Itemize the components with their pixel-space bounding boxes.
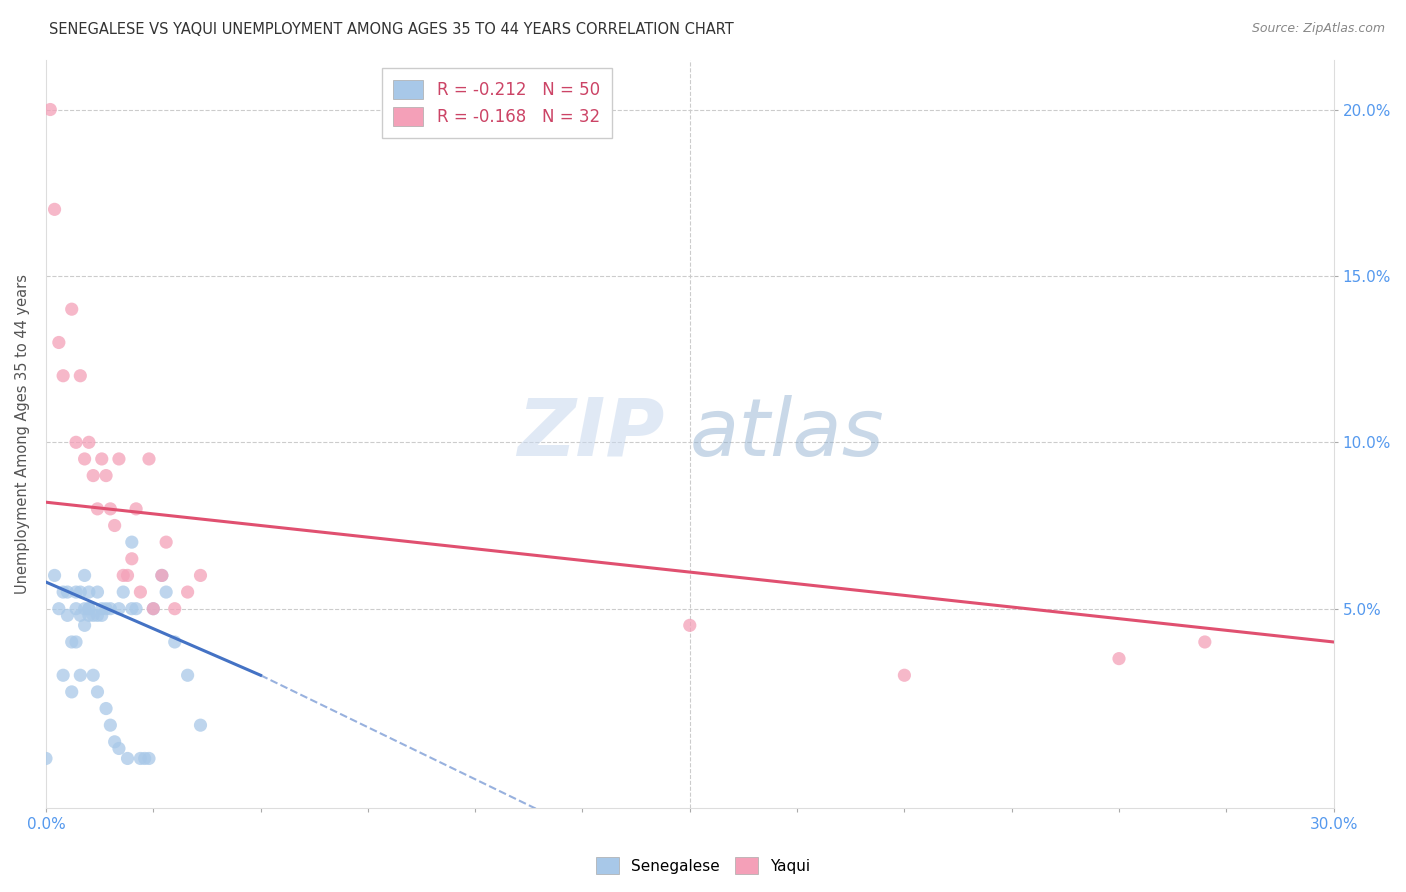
Point — [35, 751, 58, 765]
Point — [65, 601, 87, 615]
Point — [190, 718, 212, 732]
Point — [65, 635, 87, 649]
Point — [176, 668, 198, 682]
Point — [60, 302, 83, 317]
Point — [94, 468, 117, 483]
Point — [129, 751, 152, 765]
Point — [69, 585, 91, 599]
Text: ZIP: ZIP — [516, 395, 664, 473]
Point — [73, 568, 96, 582]
Point — [60, 685, 83, 699]
Point — [77, 608, 100, 623]
Point — [155, 585, 177, 599]
Point — [112, 585, 135, 599]
Point — [56, 608, 79, 623]
Point — [39, 103, 62, 117]
Point — [65, 435, 87, 450]
Point — [77, 601, 100, 615]
Point — [48, 601, 70, 615]
Point — [134, 751, 156, 765]
Point — [1194, 635, 1216, 649]
Point — [125, 601, 148, 615]
Point — [108, 601, 131, 615]
Point — [69, 368, 91, 383]
Point — [112, 568, 135, 582]
Point — [60, 635, 83, 649]
Point — [77, 601, 100, 615]
Point — [52, 368, 75, 383]
Text: Source: ZipAtlas.com: Source: ZipAtlas.com — [1251, 22, 1385, 36]
Point — [77, 435, 100, 450]
Point — [98, 601, 121, 615]
Point — [138, 452, 160, 467]
Point — [94, 701, 117, 715]
Point — [121, 601, 143, 615]
Point — [82, 468, 104, 483]
Point — [150, 568, 173, 582]
Point — [48, 335, 70, 350]
Point — [77, 585, 100, 599]
Point — [69, 608, 91, 623]
Point — [108, 741, 131, 756]
Point — [90, 608, 112, 623]
Point — [190, 568, 212, 582]
Point — [1108, 651, 1130, 665]
Point — [117, 751, 139, 765]
Point — [98, 501, 121, 516]
Point — [108, 452, 131, 467]
Point — [150, 568, 173, 582]
Point — [125, 501, 148, 516]
Point — [86, 685, 108, 699]
Point — [56, 585, 79, 599]
Point — [65, 585, 87, 599]
Point — [893, 668, 915, 682]
Point — [679, 618, 702, 632]
Point — [176, 585, 198, 599]
Point — [142, 601, 165, 615]
Legend: R = -0.212   N = 50, R = -0.168   N = 32: R = -0.212 N = 50, R = -0.168 N = 32 — [382, 68, 612, 138]
Point — [142, 601, 165, 615]
Point — [73, 452, 96, 467]
Point — [73, 618, 96, 632]
Point — [90, 452, 112, 467]
Point — [121, 551, 143, 566]
Point — [155, 535, 177, 549]
Text: atlas: atlas — [690, 395, 884, 473]
Point — [86, 585, 108, 599]
Point — [73, 601, 96, 615]
Text: SENEGALESE VS YAQUI UNEMPLOYMENT AMONG AGES 35 TO 44 YEARS CORRELATION CHART: SENEGALESE VS YAQUI UNEMPLOYMENT AMONG A… — [49, 22, 734, 37]
Legend: Senegalese, Yaqui: Senegalese, Yaqui — [589, 851, 817, 880]
Point — [129, 585, 152, 599]
Point — [86, 501, 108, 516]
Point — [117, 568, 139, 582]
Point — [138, 751, 160, 765]
Point — [69, 668, 91, 682]
Point — [98, 718, 121, 732]
Point — [82, 668, 104, 682]
Point — [90, 601, 112, 615]
Point — [94, 601, 117, 615]
Point — [44, 568, 66, 582]
Y-axis label: Unemployment Among Ages 35 to 44 years: Unemployment Among Ages 35 to 44 years — [15, 274, 30, 594]
Point — [52, 585, 75, 599]
Point — [104, 518, 127, 533]
Point — [86, 608, 108, 623]
Point — [121, 535, 143, 549]
Point — [163, 635, 186, 649]
Point — [82, 608, 104, 623]
Point — [104, 735, 127, 749]
Point — [52, 668, 75, 682]
Point — [44, 202, 66, 217]
Point — [163, 601, 186, 615]
